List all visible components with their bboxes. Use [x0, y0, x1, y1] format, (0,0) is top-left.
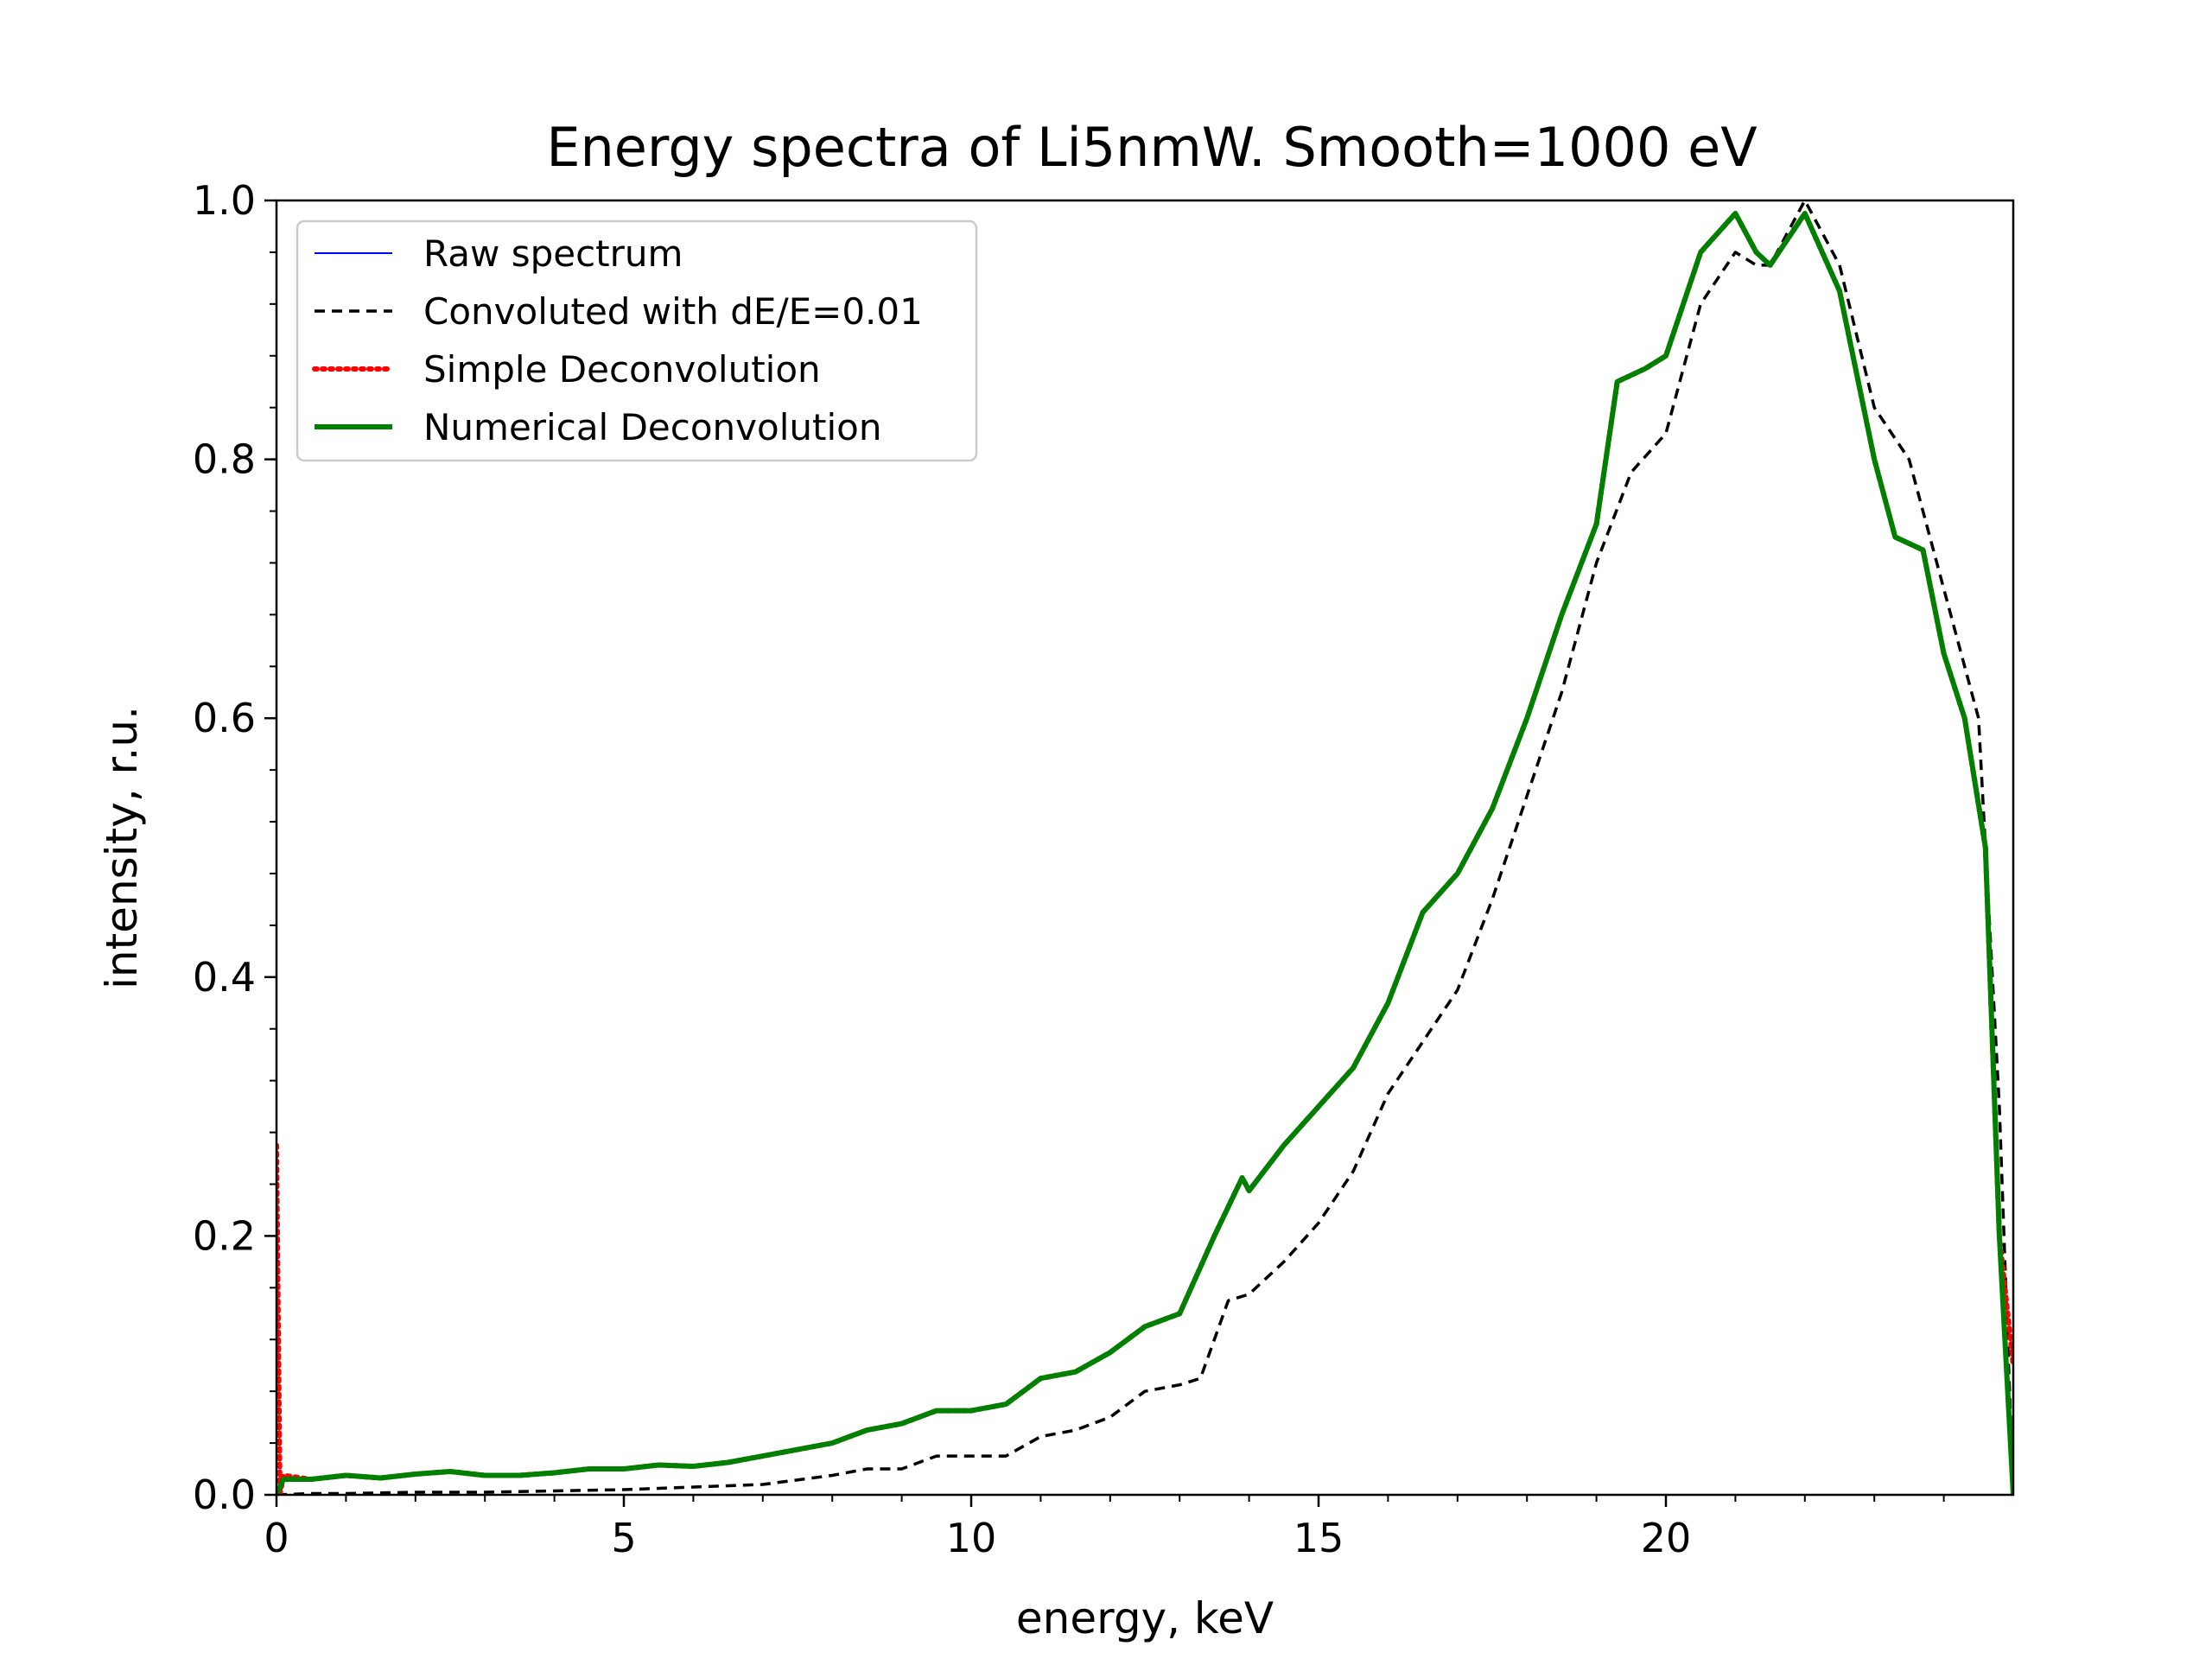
x-tick-label: 10: [946, 1515, 997, 1561]
series-line-2: [276, 200, 2013, 1495]
legend-label: Raw spectrum: [423, 232, 683, 275]
series-layer: [276, 200, 2013, 1495]
plot-area: [275, 199, 2015, 1497]
legend-label: Simple Deconvolution: [423, 348, 821, 391]
legend-label: Convoluted with dE/E=0.01: [423, 290, 923, 333]
y-tick-label: 0.0: [193, 1471, 256, 1518]
legend: Raw spectrum Convoluted with dE/E=0.01 Sim…: [296, 219, 978, 462]
x-tick-label: 0: [264, 1515, 289, 1561]
y-tick-label: 0.4: [193, 954, 256, 1001]
x-axis-label: energy, keV: [1016, 1593, 1274, 1643]
y-axis: 0.0 0.2 0.4 0.6 0.8 1.0: [193, 177, 276, 1518]
plot-frame: [275, 199, 2015, 1497]
chart-title: Energy spectra of Li5nmW. Smooth=1000 eV: [546, 116, 1757, 179]
x-axis: 0 5 10 15 20: [264, 1495, 1945, 1561]
x-tick-label: 20: [1641, 1515, 1692, 1561]
y-axis-label: intensity, r.u.: [97, 706, 147, 989]
series-line-4: [276, 211, 2013, 1495]
y-tick-label: 1.0: [193, 177, 256, 224]
x-tick-label: 5: [611, 1515, 636, 1561]
legend-label: Numerical Deconvolution: [423, 406, 881, 448]
y-tick-label: 0.6: [193, 695, 256, 741]
x-tick-label: 15: [1294, 1515, 1344, 1561]
y-tick-label: 0.2: [193, 1212, 256, 1259]
legend-box: [296, 219, 978, 462]
y-tick-label: 0.8: [193, 436, 256, 483]
